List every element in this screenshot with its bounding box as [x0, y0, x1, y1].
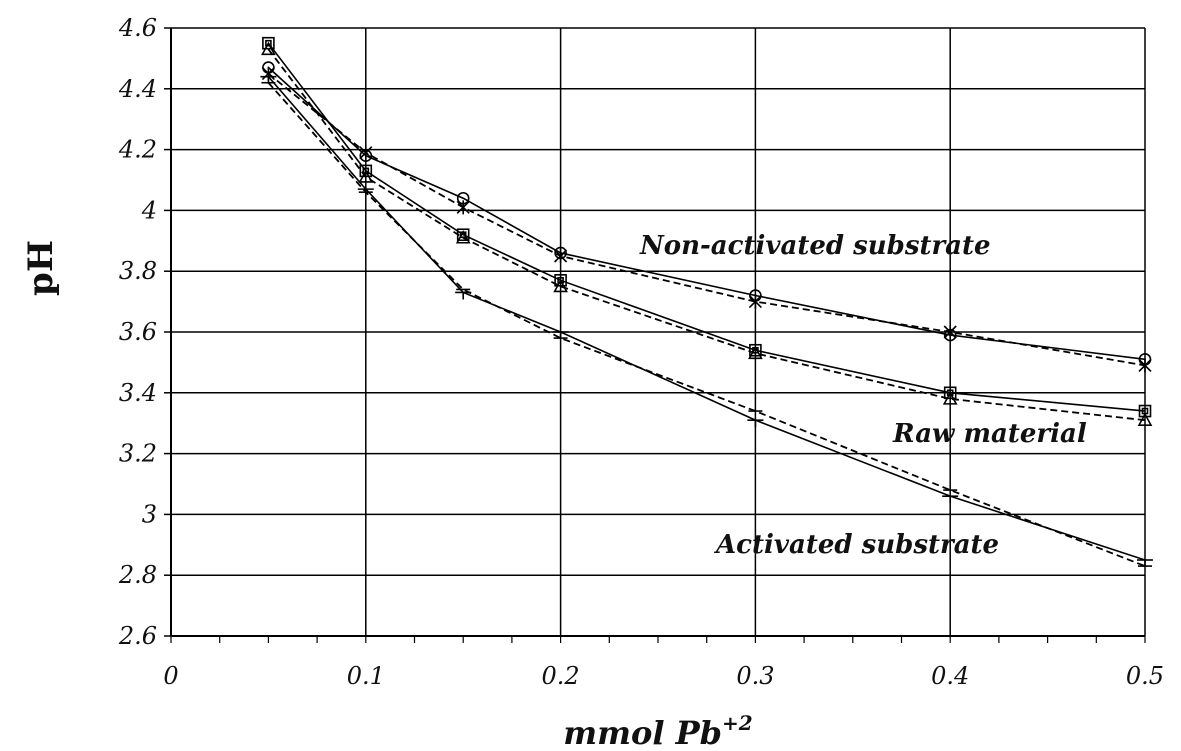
x-tick-labels: 0 0.1 0.2 0.3 0.4 0.5 — [163, 662, 1164, 690]
data-point — [455, 230, 471, 244]
data-point — [1138, 358, 1152, 373]
data-point — [748, 345, 763, 360]
x-axis-title-superscript: +2 — [722, 711, 753, 735]
data-point — [553, 278, 568, 293]
x-tick-label: 0.2 — [542, 662, 580, 690]
data-point — [554, 274, 567, 287]
x-tick-label: 0.1 — [347, 662, 385, 690]
annotation-non-activated: Non-activated substrate — [639, 231, 991, 261]
series-line-1 — [267, 72, 1146, 367]
data-point — [358, 169, 374, 183]
annotation-activated: Activated substrate — [713, 530, 999, 560]
data-point — [261, 41, 276, 56]
x-tick-label: 0.5 — [1126, 662, 1164, 690]
data-point — [943, 325, 957, 339]
y-tick-label: 3.2 — [119, 440, 157, 468]
data-point — [359, 145, 373, 160]
x-axis-title-main: mmol Pb — [563, 714, 722, 751]
data-point — [748, 294, 762, 309]
annotation-raw-material: Raw material — [892, 419, 1087, 449]
data-point — [943, 386, 957, 400]
x-tick-label: 0 — [163, 662, 178, 690]
y-tick-labels: 2.6 2.8 3 3.2 3.4 3.6 3.8 4 4.2 4.4 4.6 — [118, 14, 157, 650]
y-tick-label: 3.4 — [119, 379, 157, 407]
y-tick-label: 4.6 — [118, 14, 157, 42]
series-line-5 — [267, 82, 1146, 567]
series-lines — [267, 42, 1146, 567]
plot-frame — [170, 27, 1146, 637]
data-point — [554, 249, 568, 263]
data-point — [747, 419, 764, 428]
y-tick-label: 3.8 — [119, 257, 157, 285]
y-tick-label: 2.8 — [118, 561, 157, 589]
series-line-2 — [267, 42, 1146, 412]
y-axis-title: pH — [21, 240, 61, 296]
y-tick-label: 3 — [142, 500, 157, 528]
data-point — [942, 495, 959, 504]
data-point — [456, 200, 470, 215]
data-point — [1137, 412, 1153, 426]
y-tick-label: 2.6 — [118, 622, 157, 650]
y-tick-label: 4.4 — [118, 75, 157, 103]
series-markers — [260, 36, 1153, 567]
series-line-0 — [267, 66, 1146, 361]
x-tick-label: 0.4 — [931, 662, 969, 690]
data-point — [455, 291, 472, 300]
data-point — [262, 36, 275, 50]
x-axis-title: mmol Pb+2 — [563, 711, 753, 751]
x-tick-label: 0.3 — [736, 662, 774, 690]
y-tick-label: 4.2 — [118, 136, 157, 164]
data-point — [359, 164, 373, 178]
y-tick-label: 3.6 — [119, 318, 157, 346]
y-tick-label: 4 — [141, 196, 157, 224]
data-point — [942, 391, 958, 405]
grid — [164, 27, 1146, 643]
